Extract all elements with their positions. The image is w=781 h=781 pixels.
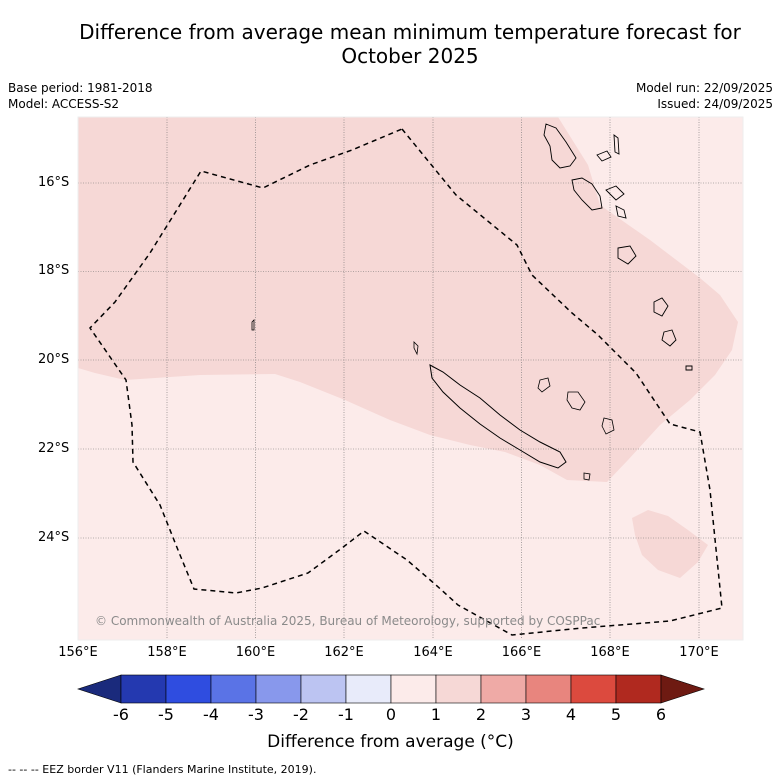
new-caledonia-coastline bbox=[429, 364, 567, 469]
colorbar bbox=[77, 674, 705, 704]
lat-label-24s: 24°S bbox=[38, 530, 70, 545]
island-outline bbox=[601, 417, 615, 435]
island-outline bbox=[653, 297, 669, 317]
colorbar-tick: 4 bbox=[565, 705, 577, 724]
colorbar-segment bbox=[345, 674, 392, 704]
colorbar-tick: 2 bbox=[475, 705, 487, 724]
island-outline bbox=[583, 472, 591, 481]
colorbar-tick: -1 bbox=[338, 705, 354, 724]
lon-label-158e: 158°E bbox=[147, 645, 187, 660]
island-outline bbox=[596, 150, 612, 162]
island-outline bbox=[661, 329, 677, 347]
island-outline bbox=[685, 365, 693, 371]
colorbar-segment bbox=[210, 674, 257, 704]
issued-text: Issued: 24/09/2025 bbox=[657, 97, 773, 111]
map-title-line-2: October 2025 bbox=[341, 44, 479, 68]
island-outline bbox=[615, 205, 627, 219]
colorbar-label: Difference from average (°C) bbox=[267, 732, 514, 752]
lon-label-160e: 160°E bbox=[235, 645, 276, 660]
colorbar-segment bbox=[435, 674, 482, 704]
colorbar-extend-low bbox=[77, 674, 122, 704]
colorbar-extend-high bbox=[660, 674, 705, 704]
colorbar-segment bbox=[255, 674, 302, 704]
anomaly-region-1-to-2 bbox=[78, 117, 738, 482]
colorbar-tick: -5 bbox=[158, 705, 174, 724]
colorbar-segment bbox=[615, 674, 662, 704]
lon-label-168e: 168°E bbox=[590, 645, 630, 660]
lat-label-18s: 18°S bbox=[38, 263, 70, 278]
lon-label-156e: 156°E bbox=[58, 645, 98, 660]
island-outline bbox=[613, 134, 620, 155]
lat-label-16s: 16°S bbox=[38, 175, 70, 190]
lon-label-164e: 164°E bbox=[413, 645, 453, 660]
island-outline bbox=[537, 377, 551, 393]
colorbar-tick: 0 bbox=[385, 705, 397, 724]
colorbar-tick: -2 bbox=[293, 705, 309, 724]
base-period-text: Base period: 1981-2018 bbox=[8, 81, 153, 95]
model-text: Model: ACCESS-S2 bbox=[8, 97, 120, 111]
colorbar-segment bbox=[480, 674, 527, 704]
anomaly-region-1-to-2-south bbox=[632, 510, 708, 578]
map-frame bbox=[77, 116, 744, 641]
island-outline bbox=[571, 177, 603, 211]
colorbar-segment bbox=[120, 674, 167, 704]
colorbar-segment bbox=[525, 674, 572, 704]
lon-label-170e: 170°E bbox=[679, 645, 719, 660]
island-outline bbox=[566, 391, 586, 411]
colorbar-tick: -3 bbox=[248, 705, 264, 724]
island-outline bbox=[617, 245, 637, 265]
lon-label-162e: 162°E bbox=[324, 645, 364, 660]
lat-label-20s: 20°S bbox=[38, 352, 70, 367]
eez-footnote: -- -- -- EEZ border V11 (Flanders Marine… bbox=[8, 763, 317, 776]
colorbar-segment bbox=[390, 674, 437, 704]
island-outline bbox=[251, 319, 255, 331]
map-title-line-1: Difference from average mean minimum tem… bbox=[79, 20, 741, 44]
colorbar-tick: 3 bbox=[520, 705, 532, 724]
colorbar-tick: 6 bbox=[655, 705, 667, 724]
copyright-notice: © Commonwealth of Australia 2025, Bureau… bbox=[95, 614, 601, 628]
vanuatu-coastline bbox=[543, 123, 577, 169]
gridlines bbox=[78, 117, 743, 640]
colorbar-segment bbox=[165, 674, 212, 704]
colorbar-segment bbox=[570, 674, 617, 704]
lon-label-166e: 166°E bbox=[501, 645, 542, 660]
colorbar-tick: -4 bbox=[203, 705, 219, 724]
colorbar-tick: -6 bbox=[113, 705, 129, 724]
lat-label-22s: 22°S bbox=[38, 441, 70, 456]
model-run-text: Model run: 22/09/2025 bbox=[635, 81, 773, 95]
colorbar-tick: 1 bbox=[430, 705, 442, 724]
colorbar-segment bbox=[300, 674, 347, 704]
colorbar-tick: 5 bbox=[610, 705, 622, 724]
island-outline bbox=[413, 341, 419, 356]
island-outline bbox=[605, 185, 625, 201]
